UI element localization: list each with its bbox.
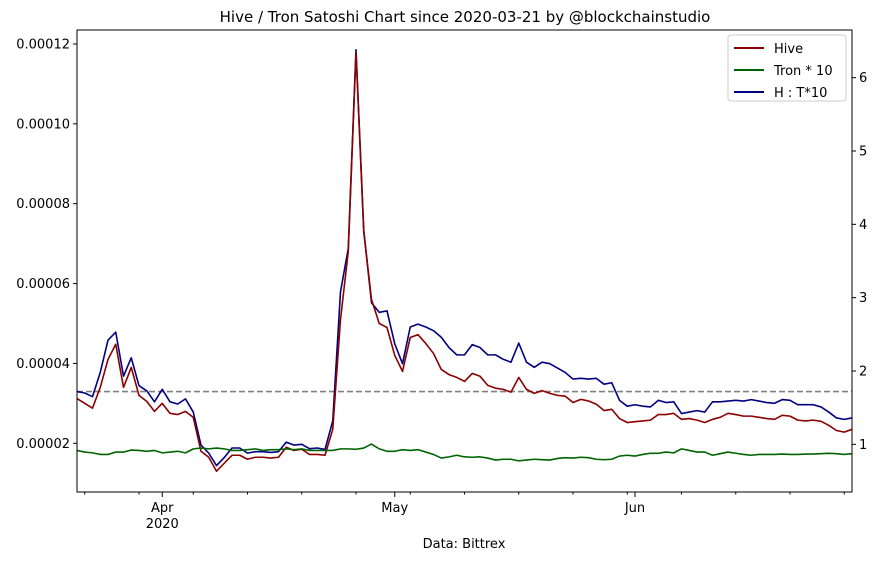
plot-area — [76, 49, 853, 473]
x-axis-label: Data: Bittrex — [423, 537, 506, 552]
axes: 0.00002 0.00004 0.00006 0.00008 0.00010 0.000… — [16, 37, 867, 532]
y-right-tick-label: 6 — [859, 71, 867, 86]
y-right-tick-label: 5 — [859, 145, 867, 160]
y-left-tick-label: 0.00012 — [16, 37, 70, 52]
y-left-tick-label: 0.00008 — [16, 197, 70, 212]
series-line-1 — [76, 443, 853, 462]
x-tick-label: Apr — [151, 501, 174, 516]
legend-label-1: Tron * 10 — [773, 64, 833, 79]
series-line-0 — [76, 51, 853, 473]
y-right-tick-label: 1 — [859, 438, 867, 453]
y-right-tick-label: 4 — [859, 218, 867, 233]
y-left-tick-label: 0.00004 — [16, 357, 70, 372]
legend-label-0: Hive — [774, 42, 803, 57]
x-tick-sublabel: 2020 — [146, 517, 179, 532]
legend-box — [727, 34, 847, 102]
y-left-tick-label: 0.00006 — [16, 277, 70, 292]
chart-title: Hive / Tron Satoshi Chart since 2020-03-… — [220, 8, 711, 26]
y-left-tick-label: 0.00010 — [16, 117, 70, 132]
x-tick-label: May — [381, 501, 408, 516]
legend: Hive Tron * 10 H : T*10 — [727, 34, 847, 102]
x-tick-label: Jun — [624, 501, 645, 516]
y-right-tick-label: 3 — [859, 291, 867, 306]
y-right-tick-label: 2 — [859, 365, 867, 380]
legend-label-2: H : T*10 — [774, 86, 827, 101]
y-left-tick-label: 0.00002 — [16, 437, 70, 452]
series-line-2 — [76, 49, 853, 467]
